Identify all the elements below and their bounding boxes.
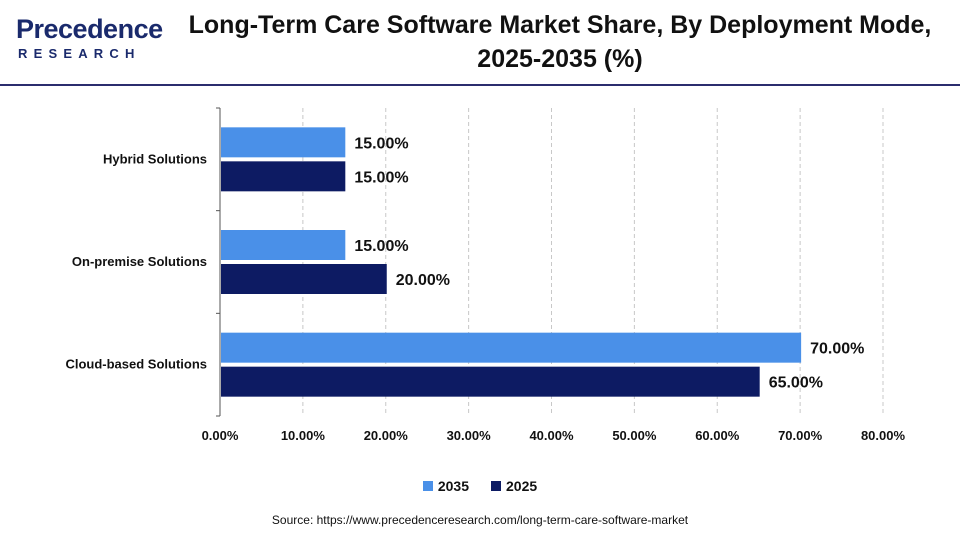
x-tick-label: 60.00% xyxy=(695,428,740,443)
x-tick-label: 30.00% xyxy=(447,428,492,443)
bar-2025 xyxy=(221,161,346,192)
x-tick-label: 70.00% xyxy=(778,428,823,443)
x-tick-label: 10.00% xyxy=(281,428,326,443)
x-tick-label: 0.00% xyxy=(202,428,239,443)
legend-item-2025: 2025 xyxy=(491,478,537,494)
header: Precedence RESEARCH Long-Term Care Softw… xyxy=(0,0,960,86)
brand-logo: Precedence RESEARCH xyxy=(16,14,166,70)
legend-swatch-2025 xyxy=(491,481,501,491)
logo-sub-text: RESEARCH xyxy=(18,46,141,61)
data-label: 15.00% xyxy=(354,238,408,255)
source-note: Source: https://www.precedenceresearch.c… xyxy=(271,513,689,527)
y-tick-label: On-premise Solutions xyxy=(72,254,207,269)
data-label: 65.00% xyxy=(769,375,823,392)
bar-2035 xyxy=(221,332,802,363)
bar-2025 xyxy=(221,366,760,397)
data-label: 20.00% xyxy=(396,272,450,289)
y-tick-label: Hybrid Solutions xyxy=(103,151,207,166)
y-tick-label: Cloud-based Solutions xyxy=(65,357,207,372)
x-tick-label: 50.00% xyxy=(612,428,657,443)
logo-main-text: Precedence xyxy=(16,14,163,44)
x-tick-label: 80.00% xyxy=(861,428,906,443)
data-label: 15.00% xyxy=(354,169,408,186)
bar-2025 xyxy=(221,264,387,294)
legend-label-2025: 2025 xyxy=(506,478,538,494)
x-tick-label: 20.00% xyxy=(364,428,409,443)
bar-2035 xyxy=(221,127,346,158)
legend-item-2035: 2035 xyxy=(422,478,469,494)
legend-label-2035: 2035 xyxy=(437,478,469,494)
bar-2035 xyxy=(221,230,346,260)
chart-title: Long-Term Care Software Market Share, By… xyxy=(188,11,932,73)
legend: 2035 2025 xyxy=(0,478,960,494)
data-label: 15.00% xyxy=(354,135,408,152)
legend-swatch-2035 xyxy=(422,481,433,491)
x-tick-label: 40.00% xyxy=(529,428,574,443)
data-label: 70.00% xyxy=(810,341,864,358)
bar-chart: Hybrid Solutions 15.00% 15.00% On-premise S… xyxy=(65,107,906,443)
